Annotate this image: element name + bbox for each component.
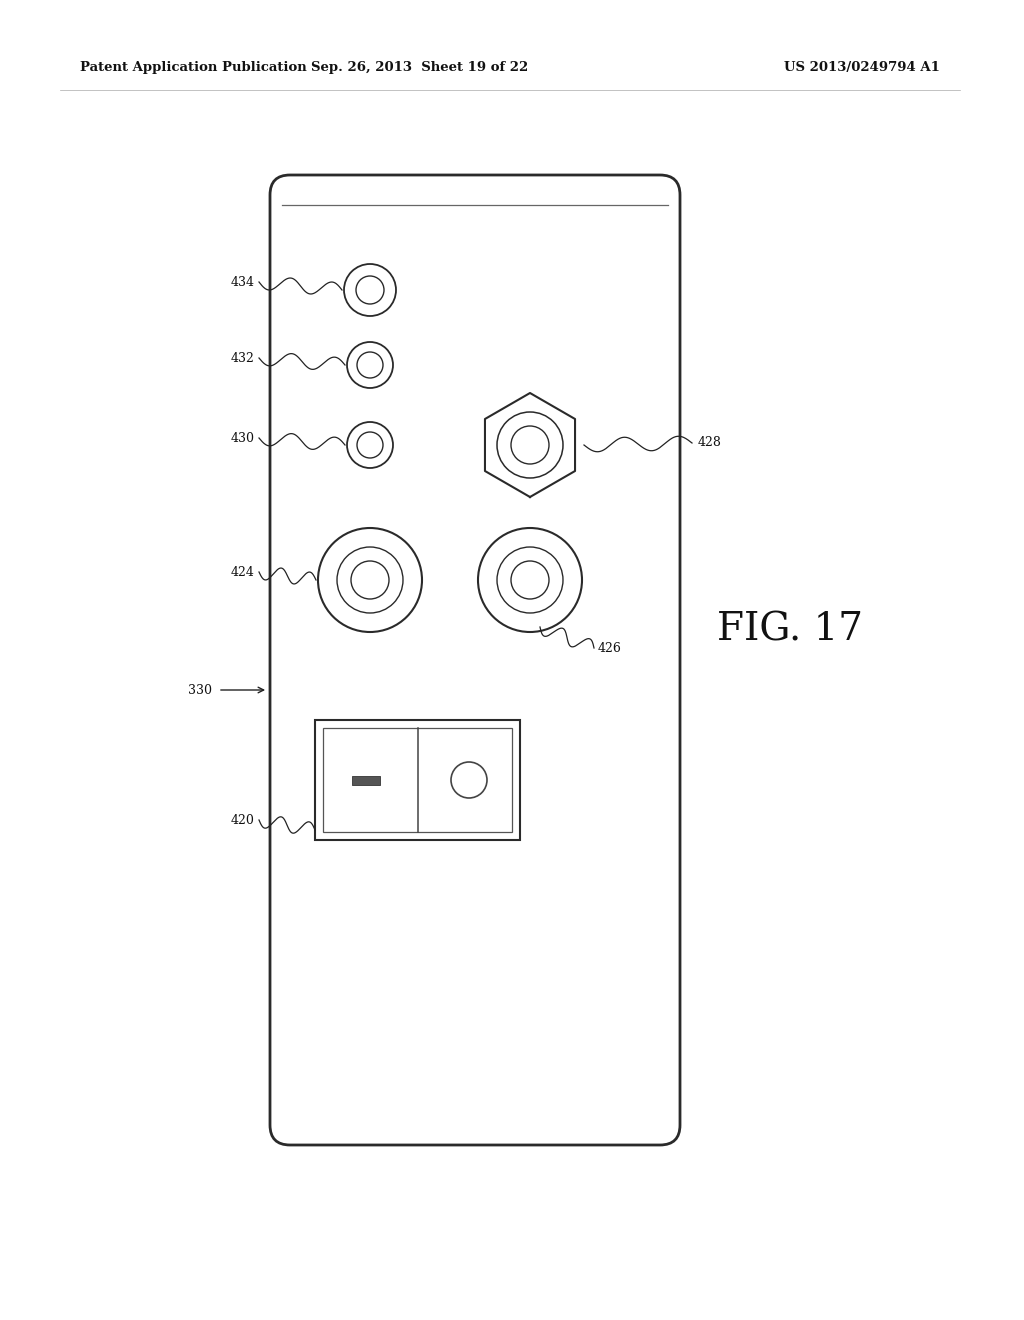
Text: 420: 420 (231, 813, 255, 826)
Text: 430: 430 (231, 432, 255, 445)
FancyBboxPatch shape (270, 176, 680, 1144)
Text: 432: 432 (231, 351, 255, 364)
Text: 424: 424 (231, 565, 255, 578)
Bar (323, 729, 512, 832)
Text: US 2013/0249794 A1: US 2013/0249794 A1 (784, 62, 940, 74)
Bar (352, 776, 380, 784)
Text: 330: 330 (188, 684, 212, 697)
Text: Sep. 26, 2013  Sheet 19 of 22: Sep. 26, 2013 Sheet 19 of 22 (311, 62, 528, 74)
Bar (315, 719, 520, 840)
Text: FIG. 17: FIG. 17 (717, 611, 863, 648)
Text: Patent Application Publication: Patent Application Publication (80, 62, 307, 74)
Text: 426: 426 (598, 642, 622, 655)
Text: 428: 428 (698, 437, 722, 450)
Text: 434: 434 (231, 276, 255, 289)
